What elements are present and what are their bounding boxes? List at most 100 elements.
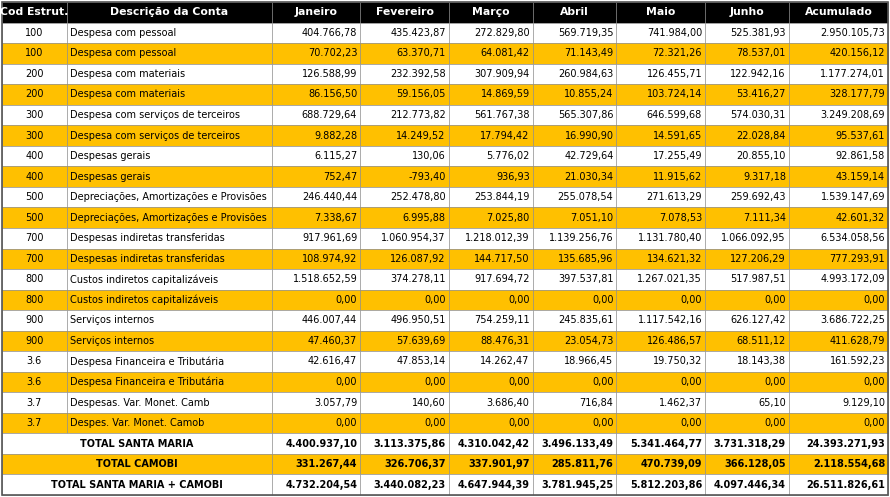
Text: 72.321,26: 72.321,26	[652, 48, 702, 58]
Text: 3.6: 3.6	[27, 356, 42, 366]
Text: 626.127,42: 626.127,42	[731, 316, 786, 326]
Bar	[532, 228, 617, 248]
Text: 936,93: 936,93	[496, 171, 530, 181]
Bar	[360, 310, 449, 331]
Text: 500: 500	[25, 213, 44, 223]
Bar	[617, 228, 705, 248]
Text: 0,00: 0,00	[592, 377, 613, 387]
Text: 917.694,72: 917.694,72	[474, 274, 530, 284]
Bar	[789, 248, 888, 269]
Text: 397.537,81: 397.537,81	[558, 274, 613, 284]
Bar	[360, 475, 449, 495]
Bar	[2, 84, 67, 105]
Bar	[789, 187, 888, 207]
Text: 0,00: 0,00	[425, 377, 446, 387]
Bar	[617, 310, 705, 331]
Bar	[67, 207, 271, 228]
Bar	[271, 105, 360, 125]
Text: 3.731.318,29: 3.731.318,29	[714, 439, 786, 449]
Text: 0,00: 0,00	[592, 295, 613, 305]
Text: 78.537,01: 78.537,01	[737, 48, 786, 58]
Bar	[449, 64, 532, 84]
Bar	[2, 331, 67, 351]
Bar	[360, 413, 449, 433]
Bar	[67, 64, 271, 84]
Bar	[2, 248, 67, 269]
Text: 700: 700	[25, 254, 44, 264]
Text: TOTAL CAMOBI: TOTAL CAMOBI	[96, 459, 178, 469]
Text: 800: 800	[25, 274, 44, 284]
Bar	[2, 64, 67, 84]
Text: 0,00: 0,00	[508, 295, 530, 305]
Bar	[532, 392, 617, 413]
Bar	[449, 351, 532, 372]
Text: 246.440,44: 246.440,44	[302, 192, 357, 202]
Text: 135.685,96: 135.685,96	[558, 254, 613, 264]
Text: 7.338,67: 7.338,67	[314, 213, 357, 223]
Bar	[789, 392, 888, 413]
Bar	[449, 22, 532, 43]
Bar	[67, 43, 271, 64]
Text: 100: 100	[25, 28, 44, 38]
Bar	[360, 43, 449, 64]
Bar	[449, 433, 532, 454]
Text: Serviços internos: Serviços internos	[69, 316, 154, 326]
Bar	[67, 248, 271, 269]
Text: 2.950.105,73: 2.950.105,73	[821, 28, 885, 38]
Bar	[67, 331, 271, 351]
Text: 0,00: 0,00	[863, 295, 885, 305]
Bar	[67, 310, 271, 331]
Bar	[617, 248, 705, 269]
Text: 22.028,84: 22.028,84	[737, 131, 786, 141]
Text: 126.486,57: 126.486,57	[646, 336, 702, 346]
Bar	[67, 146, 271, 166]
Text: 127.206,29: 127.206,29	[731, 254, 786, 264]
Text: 14.249,52: 14.249,52	[396, 131, 446, 141]
Bar	[271, 310, 360, 331]
Bar	[2, 105, 67, 125]
Text: 1.177.274,01: 1.177.274,01	[821, 69, 885, 79]
Text: Fevereiro: Fevereiro	[376, 7, 433, 17]
Bar	[705, 22, 789, 43]
Text: Despesa Financeira e Tributária: Despesa Financeira e Tributária	[69, 356, 224, 367]
Text: 0,00: 0,00	[765, 377, 786, 387]
Text: 0,00: 0,00	[592, 418, 613, 428]
Text: 307.909,94: 307.909,94	[474, 69, 530, 79]
Bar	[705, 84, 789, 105]
Bar	[617, 392, 705, 413]
Text: 6.115,27: 6.115,27	[314, 151, 357, 161]
Text: 47.460,37: 47.460,37	[308, 336, 357, 346]
Bar	[67, 22, 271, 43]
Text: 1.462,37: 1.462,37	[659, 398, 702, 408]
Text: 366.128,05: 366.128,05	[724, 459, 786, 469]
Bar	[67, 125, 271, 146]
Bar	[789, 310, 888, 331]
Text: 3.781.945,25: 3.781.945,25	[541, 480, 613, 490]
Bar	[449, 454, 532, 475]
Bar	[617, 351, 705, 372]
Text: 17.255,49: 17.255,49	[652, 151, 702, 161]
Text: 126.588,99: 126.588,99	[302, 69, 357, 79]
Bar	[617, 413, 705, 433]
Bar	[705, 125, 789, 146]
Text: 0,00: 0,00	[425, 418, 446, 428]
Text: Despesas. Var. Monet. Camb: Despesas. Var. Monet. Camb	[69, 398, 209, 408]
Text: 1.117.542,16: 1.117.542,16	[637, 316, 702, 326]
Text: Abril: Abril	[560, 7, 589, 17]
Bar	[67, 290, 271, 310]
Text: Despesa com materiais: Despesa com materiais	[69, 69, 185, 79]
Bar	[532, 125, 617, 146]
Text: 3.7: 3.7	[27, 418, 42, 428]
Text: 108.974,92: 108.974,92	[302, 254, 357, 264]
Bar	[2, 228, 67, 248]
Bar	[617, 331, 705, 351]
Text: 14.869,59: 14.869,59	[481, 89, 530, 99]
Text: Maio: Maio	[646, 7, 676, 17]
Text: 741.984,00: 741.984,00	[647, 28, 702, 38]
Text: 400: 400	[25, 171, 44, 181]
Bar	[271, 290, 360, 310]
Text: Despesas indiretas transferidas: Despesas indiretas transferidas	[69, 233, 224, 243]
Text: 0,00: 0,00	[765, 295, 786, 305]
Text: 561.767,38: 561.767,38	[474, 110, 530, 120]
Text: Despesa com serviços de terceiros: Despesa com serviços de terceiros	[69, 131, 239, 141]
